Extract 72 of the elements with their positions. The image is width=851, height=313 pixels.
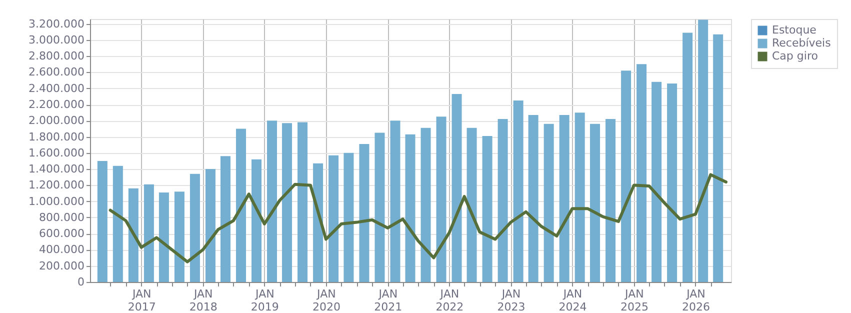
y-tick-label: 2.400.000	[28, 82, 84, 95]
x-tick-label: JAN 2017	[128, 288, 156, 313]
y-tick-label: 1.200.000	[28, 178, 84, 192]
bar	[436, 116, 446, 282]
y-tick-label: 3.000.000	[28, 33, 84, 46]
bar	[528, 115, 538, 282]
x-tick-label: JAN 2023	[497, 288, 526, 313]
bar	[405, 134, 416, 282]
bar	[652, 82, 662, 282]
bar	[574, 112, 585, 282]
x-tick-label: JAN 2020	[312, 288, 340, 313]
bar	[636, 64, 647, 282]
bar	[621, 70, 632, 282]
bar	[590, 124, 600, 282]
bar	[220, 156, 230, 282]
y-tick-label: 600.000	[39, 227, 84, 240]
bar	[713, 34, 724, 282]
y-tick-label: 400.000	[39, 243, 84, 256]
bar	[298, 122, 308, 282]
x-tick-label: JAN 2019	[250, 288, 279, 313]
y-tick-label: 3.200.000	[28, 17, 84, 30]
bar	[420, 128, 431, 282]
y-tick-label: 800.000	[39, 210, 84, 224]
x-tick-label: JAN 2024	[558, 288, 587, 313]
bar	[698, 20, 708, 282]
bar	[498, 119, 508, 282]
bar	[190, 174, 200, 282]
line-series	[108, 173, 728, 264]
y-tick-label: 1.800.000	[28, 130, 84, 144]
bar	[328, 155, 339, 282]
bar	[682, 32, 693, 282]
y-tick-label: 1.600.000	[28, 146, 84, 160]
legend-label: Estoque	[772, 24, 817, 36]
bar	[667, 84, 678, 282]
bar	[282, 123, 292, 282]
bar	[466, 128, 477, 282]
bar	[344, 152, 354, 282]
bar	[267, 120, 278, 282]
y-tick-label: 0	[78, 276, 84, 288]
x-tick-label: JAN 2022	[436, 288, 464, 313]
bar	[236, 128, 246, 282]
x-tick-label: JAN 2026	[682, 288, 710, 313]
bar	[374, 132, 385, 282]
bar	[544, 124, 554, 282]
bar	[112, 166, 123, 282]
bar	[174, 192, 184, 282]
bar	[482, 136, 492, 282]
legend-label: Recebíveis	[772, 36, 832, 50]
bar	[390, 120, 400, 282]
bar	[158, 192, 169, 282]
bar	[144, 184, 154, 282]
y-tick-label: 2.000.000	[28, 114, 84, 128]
legend-label: Cap giro	[772, 50, 818, 62]
x-tick-label: JAN 2021	[374, 288, 402, 313]
bar	[606, 119, 616, 282]
bar	[452, 94, 462, 282]
x-tick-label: JAN 2025	[620, 288, 648, 313]
bar	[559, 115, 570, 282]
bar	[97, 160, 108, 282]
y-tick-label: 2.200.000	[28, 98, 84, 112]
bar	[359, 144, 370, 282]
y-tick-label: 2.800.000	[28, 50, 84, 63]
bar	[252, 159, 262, 282]
bar	[513, 100, 524, 282]
y-tick-label: 1.000.000	[28, 194, 84, 208]
y-tick-label: 200.000	[39, 259, 84, 272]
y-tick-label: 2.600.000	[28, 66, 84, 79]
bar	[313, 163, 324, 282]
bar	[205, 169, 216, 282]
y-tick-label: 1.400.000	[28, 162, 84, 176]
x-tick-label: JAN 2018	[189, 288, 218, 313]
bar	[128, 188, 138, 282]
